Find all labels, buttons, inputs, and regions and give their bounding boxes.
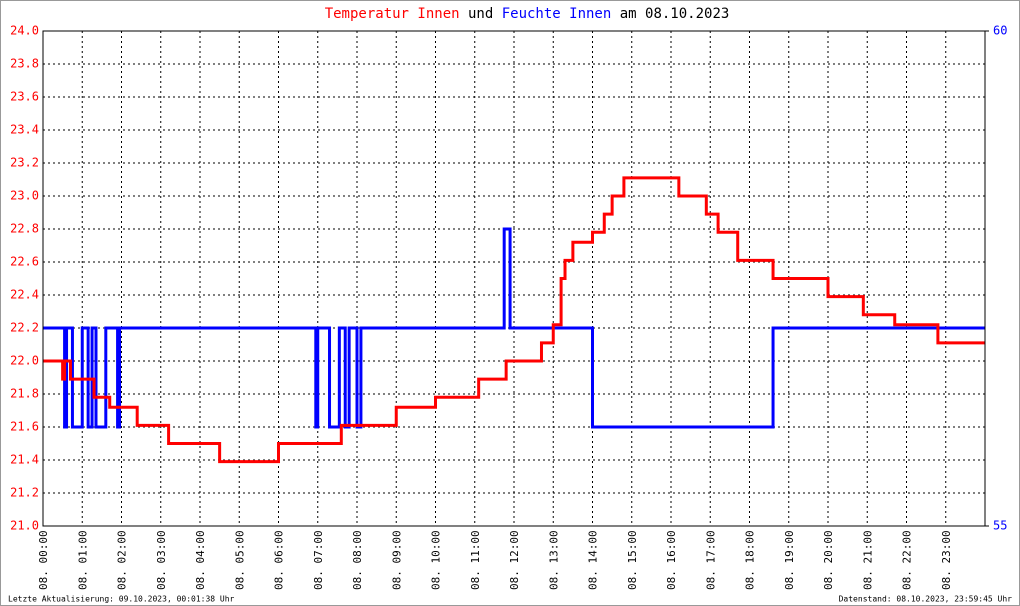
x-tick-label: 08. 16:00 <box>665 530 678 590</box>
x-tick-label: 08. 22:00 <box>901 530 914 590</box>
y-tick-label: 22.0 <box>10 354 39 368</box>
title-series-2: Feuchte Innen <box>502 6 612 22</box>
x-tick-label: 08. 06:00 <box>273 530 286 590</box>
y-tick-label: 22.6 <box>10 255 39 269</box>
x-tick-label: 08. 13:00 <box>547 530 560 590</box>
x-tick-label: 08. 12:00 <box>508 530 521 590</box>
footer-right: Datenstand: 08.10.2023, 23:59:45 Uhr <box>839 595 1013 604</box>
x-tick-label: 08. 10:00 <box>430 530 443 590</box>
title-suffix: am 08.10.2023 <box>620 6 730 22</box>
x-tick-label: 08. 15:00 <box>626 530 639 590</box>
y-tick-label: 21.2 <box>10 486 39 500</box>
chart-title: Temperatur Innen und Feuchte Innen am 08… <box>325 6 730 22</box>
x-tick-label: 08. 08:00 <box>351 530 364 590</box>
y-tick-label: 22.2 <box>10 321 39 335</box>
title-series-1: Temperatur Innen <box>325 6 460 22</box>
x-tick-label: 08. 18:00 <box>744 530 757 590</box>
y-tick-label: 21.8 <box>10 387 39 401</box>
y-tick-label: 22.4 <box>10 288 39 302</box>
y-tick-label: 23.4 <box>10 123 39 137</box>
y2-tick-label: 60 <box>993 24 1007 38</box>
y-tick-label: 21.6 <box>10 420 39 434</box>
y-tick-label: 22.8 <box>10 222 39 236</box>
series-line <box>43 227 985 429</box>
y-tick-label: 21.0 <box>10 519 39 533</box>
y2-tick-label: 55 <box>993 519 1007 533</box>
x-tick-label: 08. 02:00 <box>116 530 129 590</box>
y-tick-label: 23.8 <box>10 57 39 71</box>
x-tick-label: 08. 21:00 <box>861 530 874 590</box>
y-tick-label: 23.6 <box>10 90 39 104</box>
x-tick-label: 08. 03:00 <box>155 530 168 590</box>
y-tick-label: 23.0 <box>10 189 39 203</box>
footer-left: Letzte Aktualisierung: 09.10.2023, 00:01… <box>8 595 235 604</box>
plot-border <box>42 30 986 527</box>
x-tick-label: 08. 19:00 <box>783 530 796 590</box>
x-tick-label: 08. 23:00 <box>940 530 953 590</box>
x-tick-label: 08. 09:00 <box>390 530 403 590</box>
x-tick-label: 08. 11:00 <box>469 530 482 590</box>
series-line <box>43 176 985 464</box>
y-tick-label: 24.0 <box>10 24 39 38</box>
x-tick-label: 08. 14:00 <box>587 530 600 590</box>
y-tick-label: 23.2 <box>10 156 39 170</box>
x-tick-label: 08. 17:00 <box>704 530 717 590</box>
y-tick-label: 21.4 <box>10 453 39 467</box>
x-tick-label: 08. 01:00 <box>76 530 89 590</box>
x-tick-label: 08. 05:00 <box>233 530 246 590</box>
x-tick-label: 08. 00:00 <box>37 530 50 590</box>
x-tick-label: 08. 07:00 <box>312 530 325 590</box>
x-tick-label: 08. 20:00 <box>822 530 835 590</box>
title-connector: und <box>468 6 493 22</box>
x-tick-label: 08. 04:00 <box>194 530 207 590</box>
